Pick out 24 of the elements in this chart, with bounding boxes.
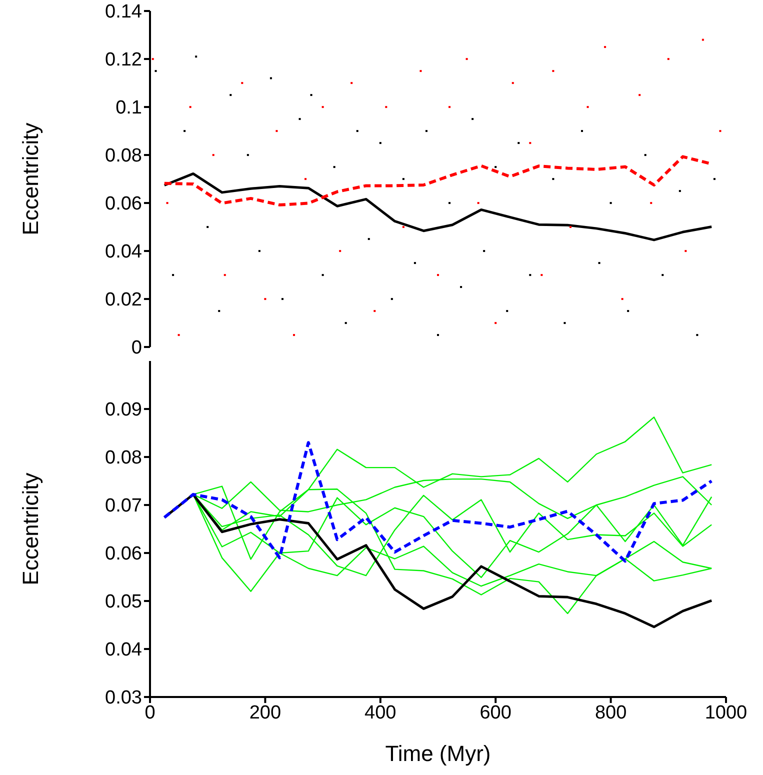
x-tick-label: 1000 xyxy=(704,702,748,724)
y-tick-label: 0.07 xyxy=(105,496,142,517)
y-tick-label: 0.06 xyxy=(105,544,142,565)
y-tick-label: 0.09 xyxy=(105,400,142,421)
y-tick-label: 0.06 xyxy=(105,194,142,215)
x-tick-label: 0 xyxy=(144,702,156,724)
x-tick-label: 800 xyxy=(594,702,627,724)
y-tick-label: 0.08 xyxy=(105,146,142,167)
y-tick-label: 0.02 xyxy=(105,290,142,311)
x-axis-title: Time (Myr) xyxy=(385,741,491,766)
x-tick-label: 200 xyxy=(249,702,282,724)
y-tick-label: 0 xyxy=(131,338,142,359)
y-tick-label: 0.08 xyxy=(105,448,142,469)
y-tick-label: 0.04 xyxy=(105,242,142,263)
y-tick-label: 0.03 xyxy=(105,688,142,709)
y-tick-label: 0.04 xyxy=(105,640,142,661)
y-tick-label: 0.1 xyxy=(116,98,142,119)
x-tick-label: 400 xyxy=(364,702,396,724)
y-axis-title: Eccentricity xyxy=(18,122,43,236)
y-tick-label: 0.14 xyxy=(105,2,142,23)
x-tick-label: 600 xyxy=(480,702,512,724)
y-axis-title: Eccentricity xyxy=(18,472,43,586)
y-tick-label: 0.05 xyxy=(105,592,142,613)
y-tick-label: 0.12 xyxy=(105,50,142,71)
